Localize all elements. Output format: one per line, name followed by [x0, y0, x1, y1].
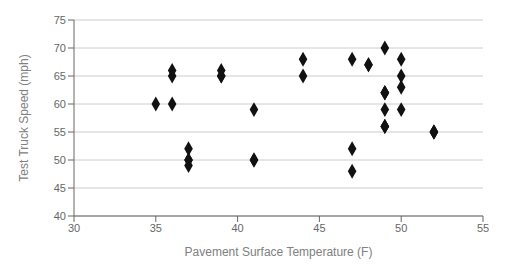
svg-text:35: 35: [150, 222, 162, 234]
svg-text:50: 50: [54, 154, 66, 166]
svg-text:55: 55: [54, 126, 66, 138]
svg-text:Test Truck Speed (mph): Test Truck Speed (mph): [17, 54, 31, 181]
svg-text:65: 65: [54, 70, 66, 82]
svg-text:55: 55: [477, 222, 489, 234]
svg-text:Pavement Surface Temperature (: Pavement Surface Temperature (F): [185, 245, 373, 259]
svg-text:60: 60: [54, 98, 66, 110]
svg-text:75: 75: [54, 14, 66, 26]
svg-text:40: 40: [231, 222, 243, 234]
svg-text:45: 45: [54, 182, 66, 194]
svg-text:40: 40: [54, 210, 66, 222]
svg-text:45: 45: [313, 222, 325, 234]
svg-text:70: 70: [54, 42, 66, 54]
svg-text:30: 30: [68, 222, 80, 234]
svg-text:50: 50: [395, 222, 407, 234]
